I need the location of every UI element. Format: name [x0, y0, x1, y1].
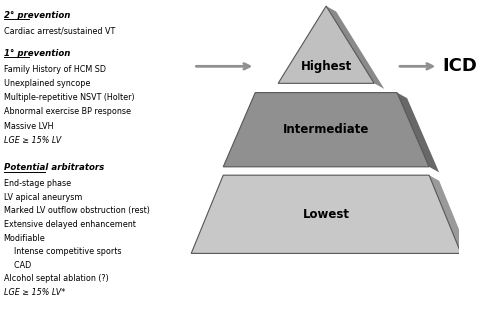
Text: Massive LVH: Massive LVH	[4, 122, 53, 131]
Polygon shape	[397, 93, 439, 173]
Text: CAD: CAD	[4, 261, 31, 270]
Text: LV apical aneurysm: LV apical aneurysm	[4, 193, 82, 202]
Text: Intermediate: Intermediate	[283, 123, 369, 136]
Polygon shape	[223, 93, 429, 167]
Text: Potential arbitrators: Potential arbitrators	[4, 163, 104, 172]
Text: LGE ≥ 15% LV: LGE ≥ 15% LV	[4, 136, 61, 145]
Polygon shape	[278, 6, 374, 83]
Polygon shape	[429, 175, 471, 259]
Text: LGE ≥ 15% LV*: LGE ≥ 15% LV*	[4, 288, 65, 297]
Text: Extensive delayed enhancement: Extensive delayed enhancement	[4, 220, 135, 229]
Text: ICD: ICD	[443, 57, 478, 75]
Polygon shape	[326, 6, 384, 89]
Text: Highest: Highest	[301, 60, 352, 73]
Text: Multiple-repetitive NSVT (Holter): Multiple-repetitive NSVT (Holter)	[4, 93, 134, 102]
Text: Alcohol septal ablation (?): Alcohol septal ablation (?)	[4, 275, 108, 283]
Text: Abnormal exercise BP response: Abnormal exercise BP response	[4, 107, 131, 116]
Text: Modifiable: Modifiable	[4, 234, 45, 243]
Text: Unexplained syncope: Unexplained syncope	[4, 79, 90, 88]
Text: Intense competitive sports: Intense competitive sports	[4, 247, 121, 256]
Text: End-stage phase: End-stage phase	[4, 179, 71, 188]
Text: Family History of HCM SD: Family History of HCM SD	[4, 65, 106, 74]
Text: 2° prevention: 2° prevention	[4, 11, 70, 20]
Text: Marked LV outflow obstruction (rest): Marked LV outflow obstruction (rest)	[4, 207, 149, 215]
Polygon shape	[191, 175, 461, 253]
Text: Cardiac arrest/sustained VT: Cardiac arrest/sustained VT	[4, 27, 115, 36]
Text: 1° prevention: 1° prevention	[4, 49, 70, 58]
Text: Lowest: Lowest	[303, 208, 349, 221]
